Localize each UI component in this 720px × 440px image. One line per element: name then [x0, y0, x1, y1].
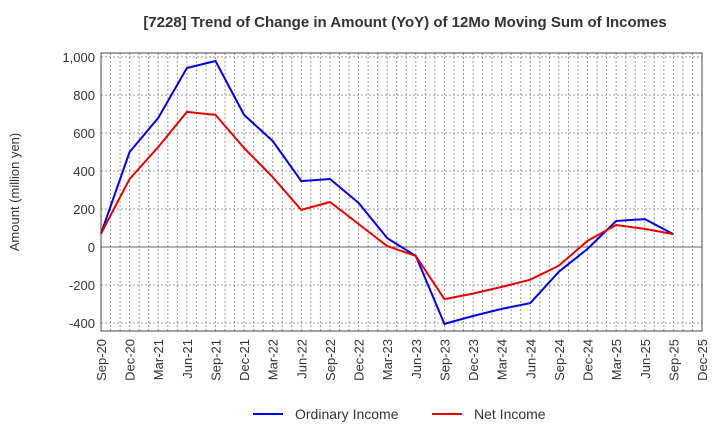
series-lines: [100, 60, 674, 325]
x-tick-label: Mar-22: [266, 339, 281, 380]
x-tick-label: Mar-21: [151, 339, 166, 380]
x-tick-label: Dec-23: [466, 339, 481, 381]
x-tick-label: Sep-23: [437, 339, 452, 381]
x-tick-label: Dec-21: [237, 339, 252, 381]
legend-label: Net Income: [474, 406, 546, 422]
x-tick-label: Dec-24: [581, 339, 596, 381]
axes: -400 -200 0 200 400 600 800 1,000 Sep-20 Dec-20 Ma…: [62, 50, 710, 381]
x-tick-label: Sep-22: [323, 339, 338, 381]
chart-title: [7228] Trend of Change in Amount (YoY) o…: [143, 14, 667, 31]
x-tick-label: Dec-25: [695, 339, 710, 381]
x-tick-label: Sep-20: [94, 339, 109, 381]
legend-label: Ordinary Income: [295, 406, 399, 422]
grid: [101, 53, 702, 331]
x-tick-label: Sep-21: [208, 339, 223, 381]
x-tick-label: Jun-22: [294, 339, 309, 379]
x-tick-label: Mar-23: [380, 339, 395, 380]
x-tick-label: Jun-24: [523, 339, 538, 379]
plot-frame: [100, 52, 703, 332]
y-tick-label: 1,000: [62, 50, 95, 65]
y-tick-label: 0: [88, 240, 95, 255]
y-tick-label: 200: [73, 202, 95, 217]
x-tick-label: Mar-25: [609, 339, 624, 380]
x-tick-label: Sep-25: [666, 339, 681, 381]
y-tick-label: 600: [73, 126, 95, 141]
x-tick-label: Sep-24: [552, 339, 567, 381]
y-tick-label: -200: [69, 278, 95, 293]
y-tick-label: 400: [73, 164, 95, 179]
series-line-ordinary-income: [100, 60, 674, 325]
y-tick-label: 800: [73, 88, 95, 103]
x-tick-label: Dec-20: [123, 339, 138, 381]
x-tick-label: Jun-25: [638, 339, 653, 379]
y-axis-title: Amount (million yen): [7, 133, 22, 252]
x-tick-label: Jun-21: [180, 339, 195, 379]
legend: Ordinary Income Net Income: [253, 406, 546, 422]
series-line-net-income: [100, 110, 674, 301]
y-tick-label: -400: [69, 316, 95, 331]
x-tick-label: Mar-24: [495, 339, 510, 380]
x-tick-label: Jun-23: [409, 339, 424, 379]
x-tick-label: Dec-22: [352, 339, 367, 381]
